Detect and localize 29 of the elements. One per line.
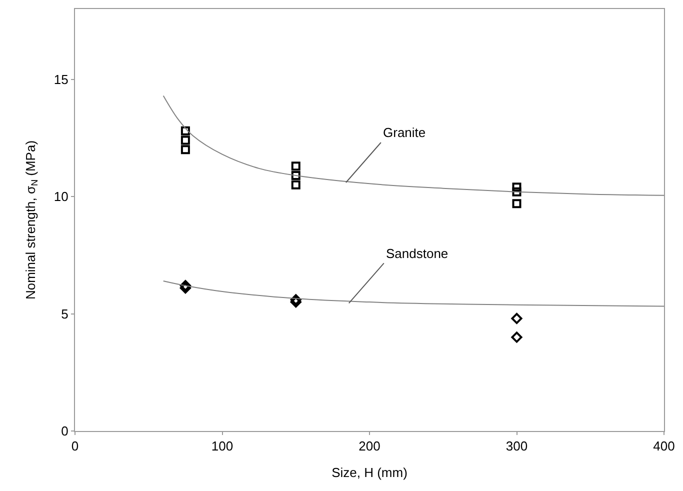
- point: [512, 182, 522, 192]
- y-tick-label: 0: [61, 424, 68, 439]
- line-series: [162, 95, 664, 196]
- point: [512, 187, 522, 196]
- point: [291, 180, 300, 190]
- y-tick-label: 5: [61, 306, 68, 322]
- x-tick-label: 100: [211, 438, 234, 454]
- line-series: [162, 280, 664, 307]
- point: [291, 162, 300, 171]
- point: [180, 145, 190, 154]
- point: [512, 199, 522, 208]
- point: [290, 296, 302, 308]
- x-tick-label: 400: [653, 438, 675, 454]
- annotation: Sandstone: [386, 246, 448, 261]
- point: [290, 294, 302, 306]
- point: [511, 312, 522, 324]
- annotation: Granite: [383, 125, 426, 140]
- y-tick-label: 15: [54, 72, 68, 87]
- point: [511, 332, 522, 343]
- x-axis-title: Size, H (mm): [332, 465, 408, 480]
- x-tick-label: 200: [358, 438, 380, 454]
- point: [291, 170, 300, 180]
- x-tick-label: 300: [506, 438, 528, 454]
- x-tick-label: 0: [71, 438, 79, 454]
- point: [180, 136, 190, 145]
- point: [180, 280, 191, 292]
- y-tick-label: 10: [54, 189, 68, 204]
- point: [180, 126, 190, 136]
- point: [180, 282, 191, 294]
